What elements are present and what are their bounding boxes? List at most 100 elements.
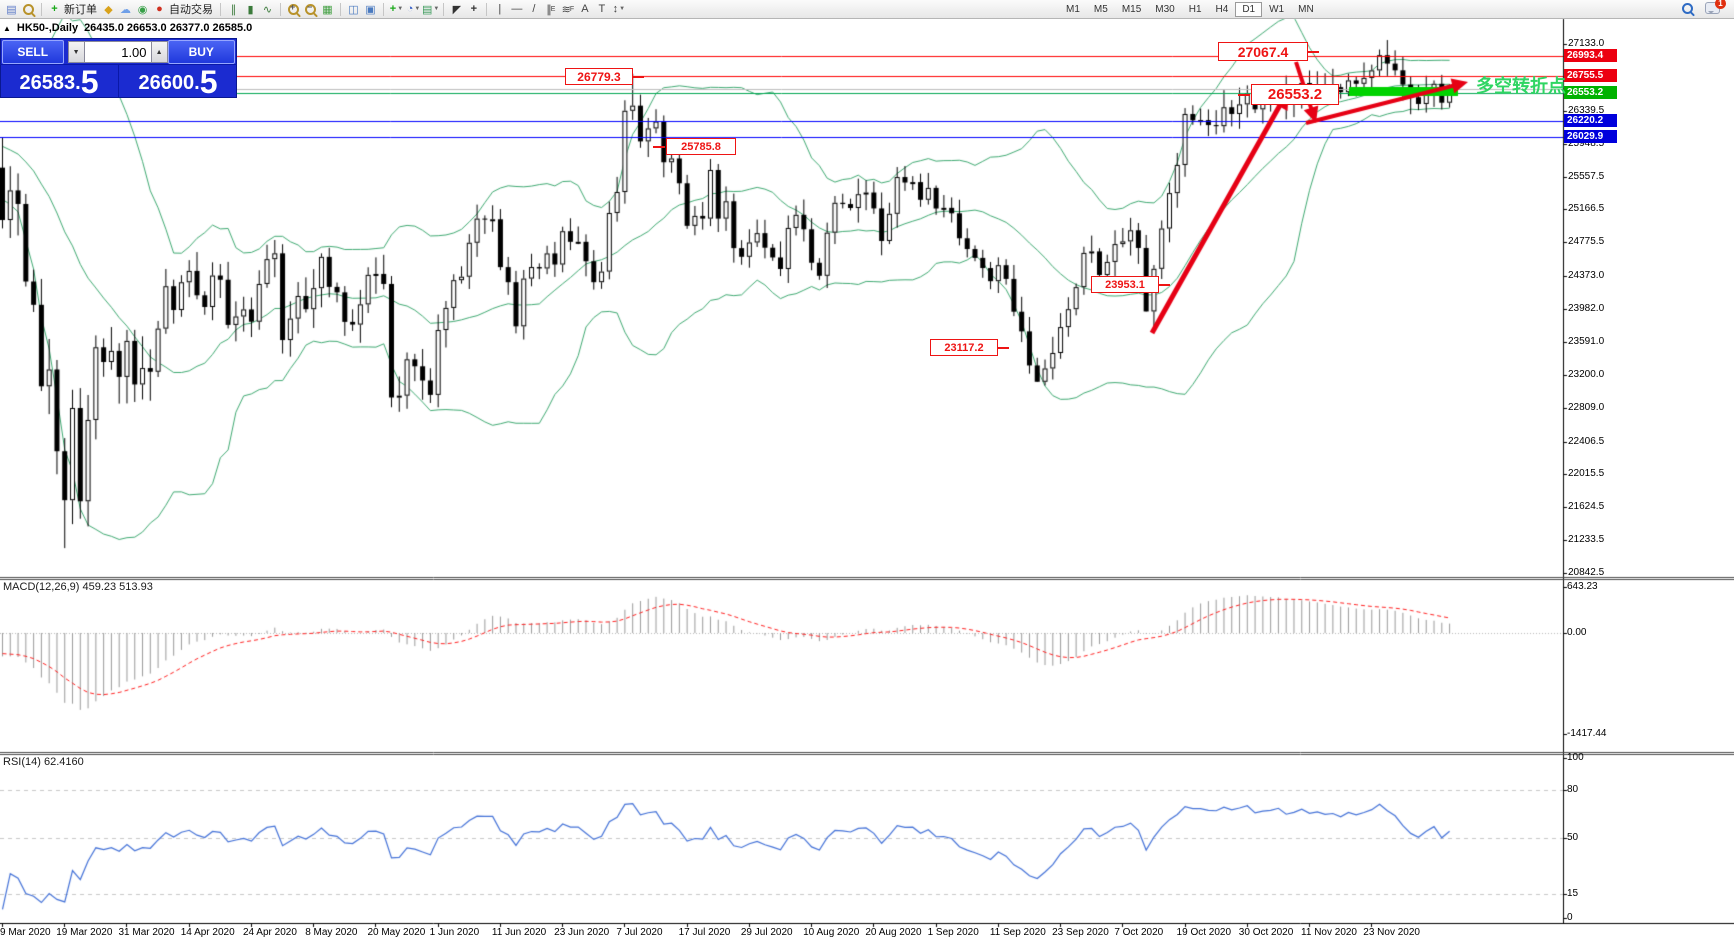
sell-button[interactable]: SELL [2, 40, 64, 64]
chart-title: ▲ HK50-,Daily 26435.0 26653.0 26377.0 26… [3, 22, 252, 34]
symbol-period-label: HK50-,Daily [16, 22, 79, 34]
new-order-label[interactable]: 新订单 [64, 4, 97, 16]
autotrading-label[interactable]: 自动交易 [169, 4, 213, 16]
signals-icon[interactable]: ◉ [137, 3, 148, 16]
annotation-connector [997, 346, 1009, 349]
annotation-connector [653, 145, 665, 148]
timeframe-m15[interactable]: M15 [1121, 4, 1142, 15]
price-axis-label: 23591.0 [1568, 335, 1605, 347]
autotrading-icon[interactable]: ● [156, 3, 163, 15]
volume-input[interactable]: 1.00 [84, 41, 151, 63]
candlestick-mode-icon[interactable]: ▮ [247, 3, 254, 16]
note-annotation[interactable]: 多空转折点 [1476, 76, 1566, 96]
market-watch-icon [23, 3, 34, 15]
price-badge: 26029.9 [1564, 130, 1617, 144]
price-axis-label: 20842.5 [1568, 567, 1605, 579]
price-annotation-label[interactable]: 25785.8 [666, 138, 736, 155]
tile-windows-icon[interactable]: ▦ [322, 3, 333, 16]
toolbar-separator [220, 2, 221, 16]
new-order-icon[interactable]: + [51, 3, 58, 15]
template-icon[interactable]: ▤ ▼ [422, 3, 440, 16]
price-axis-label: 27133.0 [1568, 38, 1605, 49]
price-annotation-label[interactable]: 26553.2 [1251, 84, 1339, 105]
price-annotation-label[interactable]: 23117.2 [930, 339, 998, 356]
notifications-icon[interactable]: 1 [1705, 0, 1726, 14]
auto-arrange-icon[interactable]: ◫ [348, 3, 359, 16]
timeframe-m30[interactable]: M30 [1155, 4, 1175, 15]
notification-badge: 1 [1715, 0, 1726, 9]
toolbar: ▤ + 新订单 ◆ ☁ ◉ ● 自动交易 ∥ ▮ ∿ + − ▦ ◫ ▣ + ▼ ◔ ▼ ▤ ▼ ◤ + | — / ∥ E ≋ F A T ↕ ▼ [0, 0, 1734, 19]
price-badge: 26993.4 [1564, 49, 1617, 63]
rsi-label: RSI(14) 62.4160 [3, 756, 84, 768]
toolbar-separator [443, 2, 445, 16]
date-axis-label: 1 Jun 2020 [429, 927, 480, 938]
trade-buttons-row: SELL ▼ 1.00 ▲ BUY [0, 38, 237, 64]
rsi-axis-label: 0 [1567, 911, 1573, 923]
text-icon[interactable]: A [581, 3, 589, 15]
market-watch-icon[interactable] [20, 1, 37, 17]
price-badge: 26755.5 [1564, 69, 1617, 83]
price-annotation-label[interactable]: 23953.1 [1091, 276, 1159, 293]
timeframe-bar: M1 M5 M15 M30 H1 H4 D1 W1 MN [1059, 0, 1321, 19]
cursor-icon[interactable]: ◤ [452, 3, 462, 16]
zoom-out-icon[interactable]: − [302, 1, 319, 17]
volume-increase-button[interactable]: ▲ [150, 41, 168, 63]
zoom-in-icon[interactable]: + [285, 1, 302, 17]
vertical-line-icon[interactable]: | [498, 3, 502, 15]
timeframe-m1[interactable]: M1 [1066, 4, 1080, 15]
date-axis-label: 7 Oct 2020 [1114, 927, 1164, 938]
date-axis-label: 8 May 2020 [305, 927, 358, 938]
volume-decrease-button[interactable]: ▼ [67, 41, 85, 63]
zoom-in-icon: + [288, 2, 299, 15]
toolbar-separator [383, 2, 384, 16]
horizontal-line-icon[interactable]: — [511, 3, 523, 15]
crosshair-icon[interactable]: + [470, 3, 478, 15]
timeframe-h4[interactable]: H4 [1215, 4, 1229, 15]
ohlc-values: 26435.0 26653.0 26377.0 26585.0 [84, 22, 253, 34]
text-label-icon[interactable]: T [598, 3, 606, 15]
new-chart-icon[interactable]: + ▼ [389, 3, 404, 15]
charts-list-icon[interactable]: ▤ [6, 3, 17, 16]
date-axis-label: 19 Mar 2020 [56, 927, 113, 938]
toolbar-separator [340, 2, 341, 16]
price-axis-label: 22406.5 [1568, 435, 1605, 447]
timeframe-d1[interactable]: D1 [1235, 2, 1263, 17]
timeframe-mn[interactable]: MN [1298, 4, 1314, 15]
macd-axis-label: 643.23 [1567, 581, 1598, 592]
price-badge: 26220.2 [1564, 114, 1617, 128]
ask-price[interactable]: 26600. 5 [138, 64, 218, 100]
timeframe-w1[interactable]: W1 [1269, 4, 1285, 15]
toolbar-right: 1 [1682, 0, 1726, 14]
date-axis-label: 10 Aug 2020 [803, 927, 860, 938]
date-axis-label: 23 Jun 2020 [554, 927, 610, 938]
date-axis-label: 31 Mar 2020 [118, 927, 175, 938]
rsi-axis-label: 80 [1567, 783, 1579, 795]
cascade-windows-icon[interactable]: ▣ [365, 3, 376, 16]
macd-axis-label: -1417.44 [1567, 728, 1607, 740]
rsi-axis-label: 15 [1567, 887, 1579, 899]
line-chart-mode-icon[interactable]: ∿ [262, 3, 273, 16]
price-annotation-label[interactable]: 26779.3 [565, 68, 633, 85]
buy-button[interactable]: BUY [167, 40, 235, 64]
price-axis-label: 23200.0 [1568, 368, 1605, 380]
zoom-out-icon: − [305, 2, 316, 15]
fibonacci-icon[interactable]: ≋ F [561, 3, 575, 16]
equidistant-channel-icon[interactable]: ∥ E [546, 3, 556, 16]
bid-price[interactable]: 26583. 5 [19, 64, 99, 100]
collapse-icon[interactable]: ▲ [3, 23, 11, 33]
trendline-icon[interactable]: / [532, 3, 536, 15]
price-annotation-label[interactable]: 27067.4 [1218, 42, 1308, 61]
arrows-tool-icon[interactable]: ↕ ▼ [612, 3, 626, 15]
bar-chart-mode-icon[interactable]: ∥ [230, 3, 237, 16]
timeframe-h1[interactable]: H1 [1188, 4, 1202, 15]
date-axis-label: 17 Jul 2020 [678, 927, 731, 938]
cloud-sync-icon[interactable]: ☁ [120, 3, 131, 16]
trade-prices-row: 26583. 5 26600. 5 [0, 64, 237, 100]
rsi-axis-label: 50 [1567, 831, 1579, 843]
timeframe-m5[interactable]: M5 [1093, 4, 1108, 15]
period-clock-icon[interactable]: ◔ ▼ [406, 3, 421, 15]
history-center-icon[interactable]: ◆ [104, 3, 113, 16]
search-icon[interactable] [1682, 2, 1693, 14]
